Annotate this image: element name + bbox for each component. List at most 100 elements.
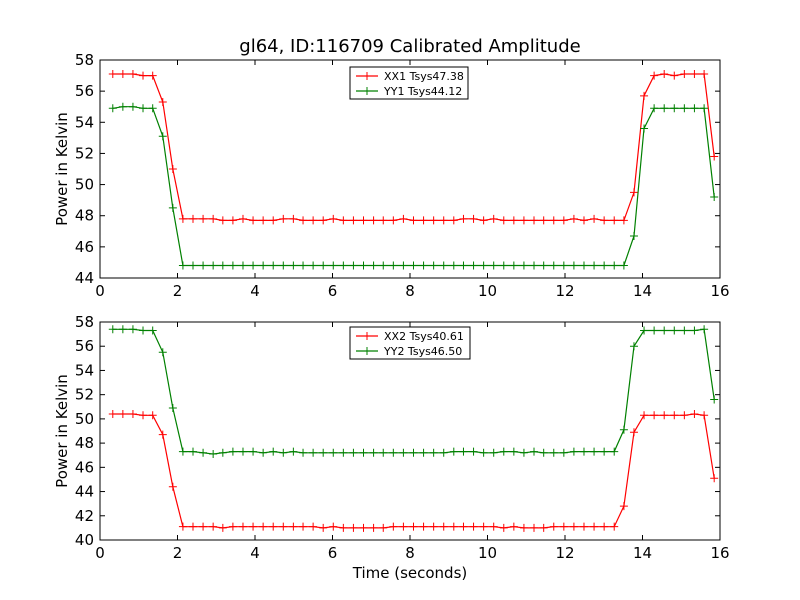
data-point	[509, 216, 518, 225]
data-point	[329, 448, 338, 457]
data-point	[619, 425, 628, 434]
data-point	[559, 448, 568, 457]
data-point	[439, 448, 448, 457]
data-point	[359, 448, 368, 457]
data-point	[509, 261, 518, 270]
data-point	[519, 448, 528, 457]
data-point	[559, 216, 568, 225]
y-tick-label: 46	[75, 238, 94, 256]
data-point	[369, 448, 378, 457]
data-point	[600, 522, 609, 531]
data-point	[530, 523, 538, 532]
data-point	[199, 261, 208, 270]
data-point	[158, 348, 167, 357]
data-point	[168, 482, 177, 491]
data-point	[379, 448, 388, 457]
data-point	[108, 70, 117, 79]
data-point	[610, 447, 619, 456]
data-point	[539, 216, 548, 225]
data-point	[539, 523, 548, 532]
data-point	[590, 214, 599, 223]
data-point	[389, 216, 398, 225]
y-tick-label: 44	[75, 269, 94, 287]
data-point	[359, 523, 368, 532]
x-tick-label: 8	[405, 544, 415, 562]
data-point	[640, 91, 649, 100]
y-tick-label: 56	[75, 82, 94, 100]
data-point	[459, 214, 468, 223]
data-point	[139, 104, 148, 113]
series-2	[108, 102, 719, 270]
data-point	[389, 448, 398, 457]
y-tick-label: 42	[75, 507, 94, 525]
data-point	[619, 502, 628, 511]
data-point	[700, 104, 709, 113]
x-tick-label: 0	[95, 282, 105, 300]
data-point	[168, 403, 177, 412]
y-tick-label: 50	[75, 176, 94, 194]
data-point	[218, 523, 227, 532]
data-point	[499, 447, 508, 456]
data-point	[249, 216, 258, 225]
data-point	[670, 104, 679, 113]
y-tick-label: 44	[75, 483, 94, 501]
data-point	[459, 447, 468, 456]
data-point	[650, 326, 659, 335]
data-point	[148, 104, 157, 113]
legend-entry: XX1 Tsys47.38	[356, 70, 464, 83]
y-axis-label: Power in Kelvin	[53, 374, 71, 488]
data-point	[479, 522, 488, 531]
data-point	[670, 326, 679, 335]
data-point	[319, 523, 328, 532]
data-point	[329, 214, 338, 223]
x-tick-label: 10	[478, 544, 497, 562]
x-tick-label: 6	[328, 544, 338, 562]
data-point	[178, 261, 187, 270]
data-point	[389, 522, 398, 531]
data-point	[319, 216, 328, 225]
data-point	[339, 261, 348, 270]
data-point	[509, 522, 518, 531]
data-point	[178, 447, 187, 456]
data-point	[379, 523, 388, 532]
data-point	[238, 447, 247, 456]
data-point	[479, 216, 488, 225]
data-point	[449, 261, 458, 270]
data-point	[218, 261, 227, 270]
data-point	[660, 326, 669, 335]
data-point	[499, 216, 508, 225]
data-point	[700, 70, 709, 79]
data-point	[379, 216, 388, 225]
data-point	[148, 71, 157, 80]
data-point	[469, 447, 478, 456]
data-point	[279, 261, 288, 270]
data-point	[449, 216, 458, 225]
data-point	[269, 447, 278, 456]
series-1	[108, 70, 719, 225]
data-point	[569, 522, 578, 531]
data-point	[228, 522, 237, 531]
data-point	[209, 450, 218, 459]
data-point	[530, 216, 538, 225]
data-point	[579, 261, 588, 270]
data-point	[289, 261, 298, 270]
data-point	[189, 447, 197, 456]
data-point	[399, 522, 408, 531]
data-point	[128, 410, 137, 419]
data-point	[549, 216, 558, 225]
legend: XX2 Tsys40.61 YY2 Tsys46.50	[349, 326, 471, 360]
data-point	[279, 214, 288, 223]
data-point	[519, 523, 528, 532]
data-point	[108, 325, 117, 334]
data-point	[610, 261, 619, 270]
data-point	[640, 124, 649, 133]
data-point	[228, 447, 237, 456]
data-point	[409, 448, 418, 457]
data-point	[509, 447, 518, 456]
data-point	[489, 522, 498, 531]
data-point	[339, 216, 348, 225]
data-point	[139, 71, 148, 80]
data-point	[469, 214, 478, 223]
